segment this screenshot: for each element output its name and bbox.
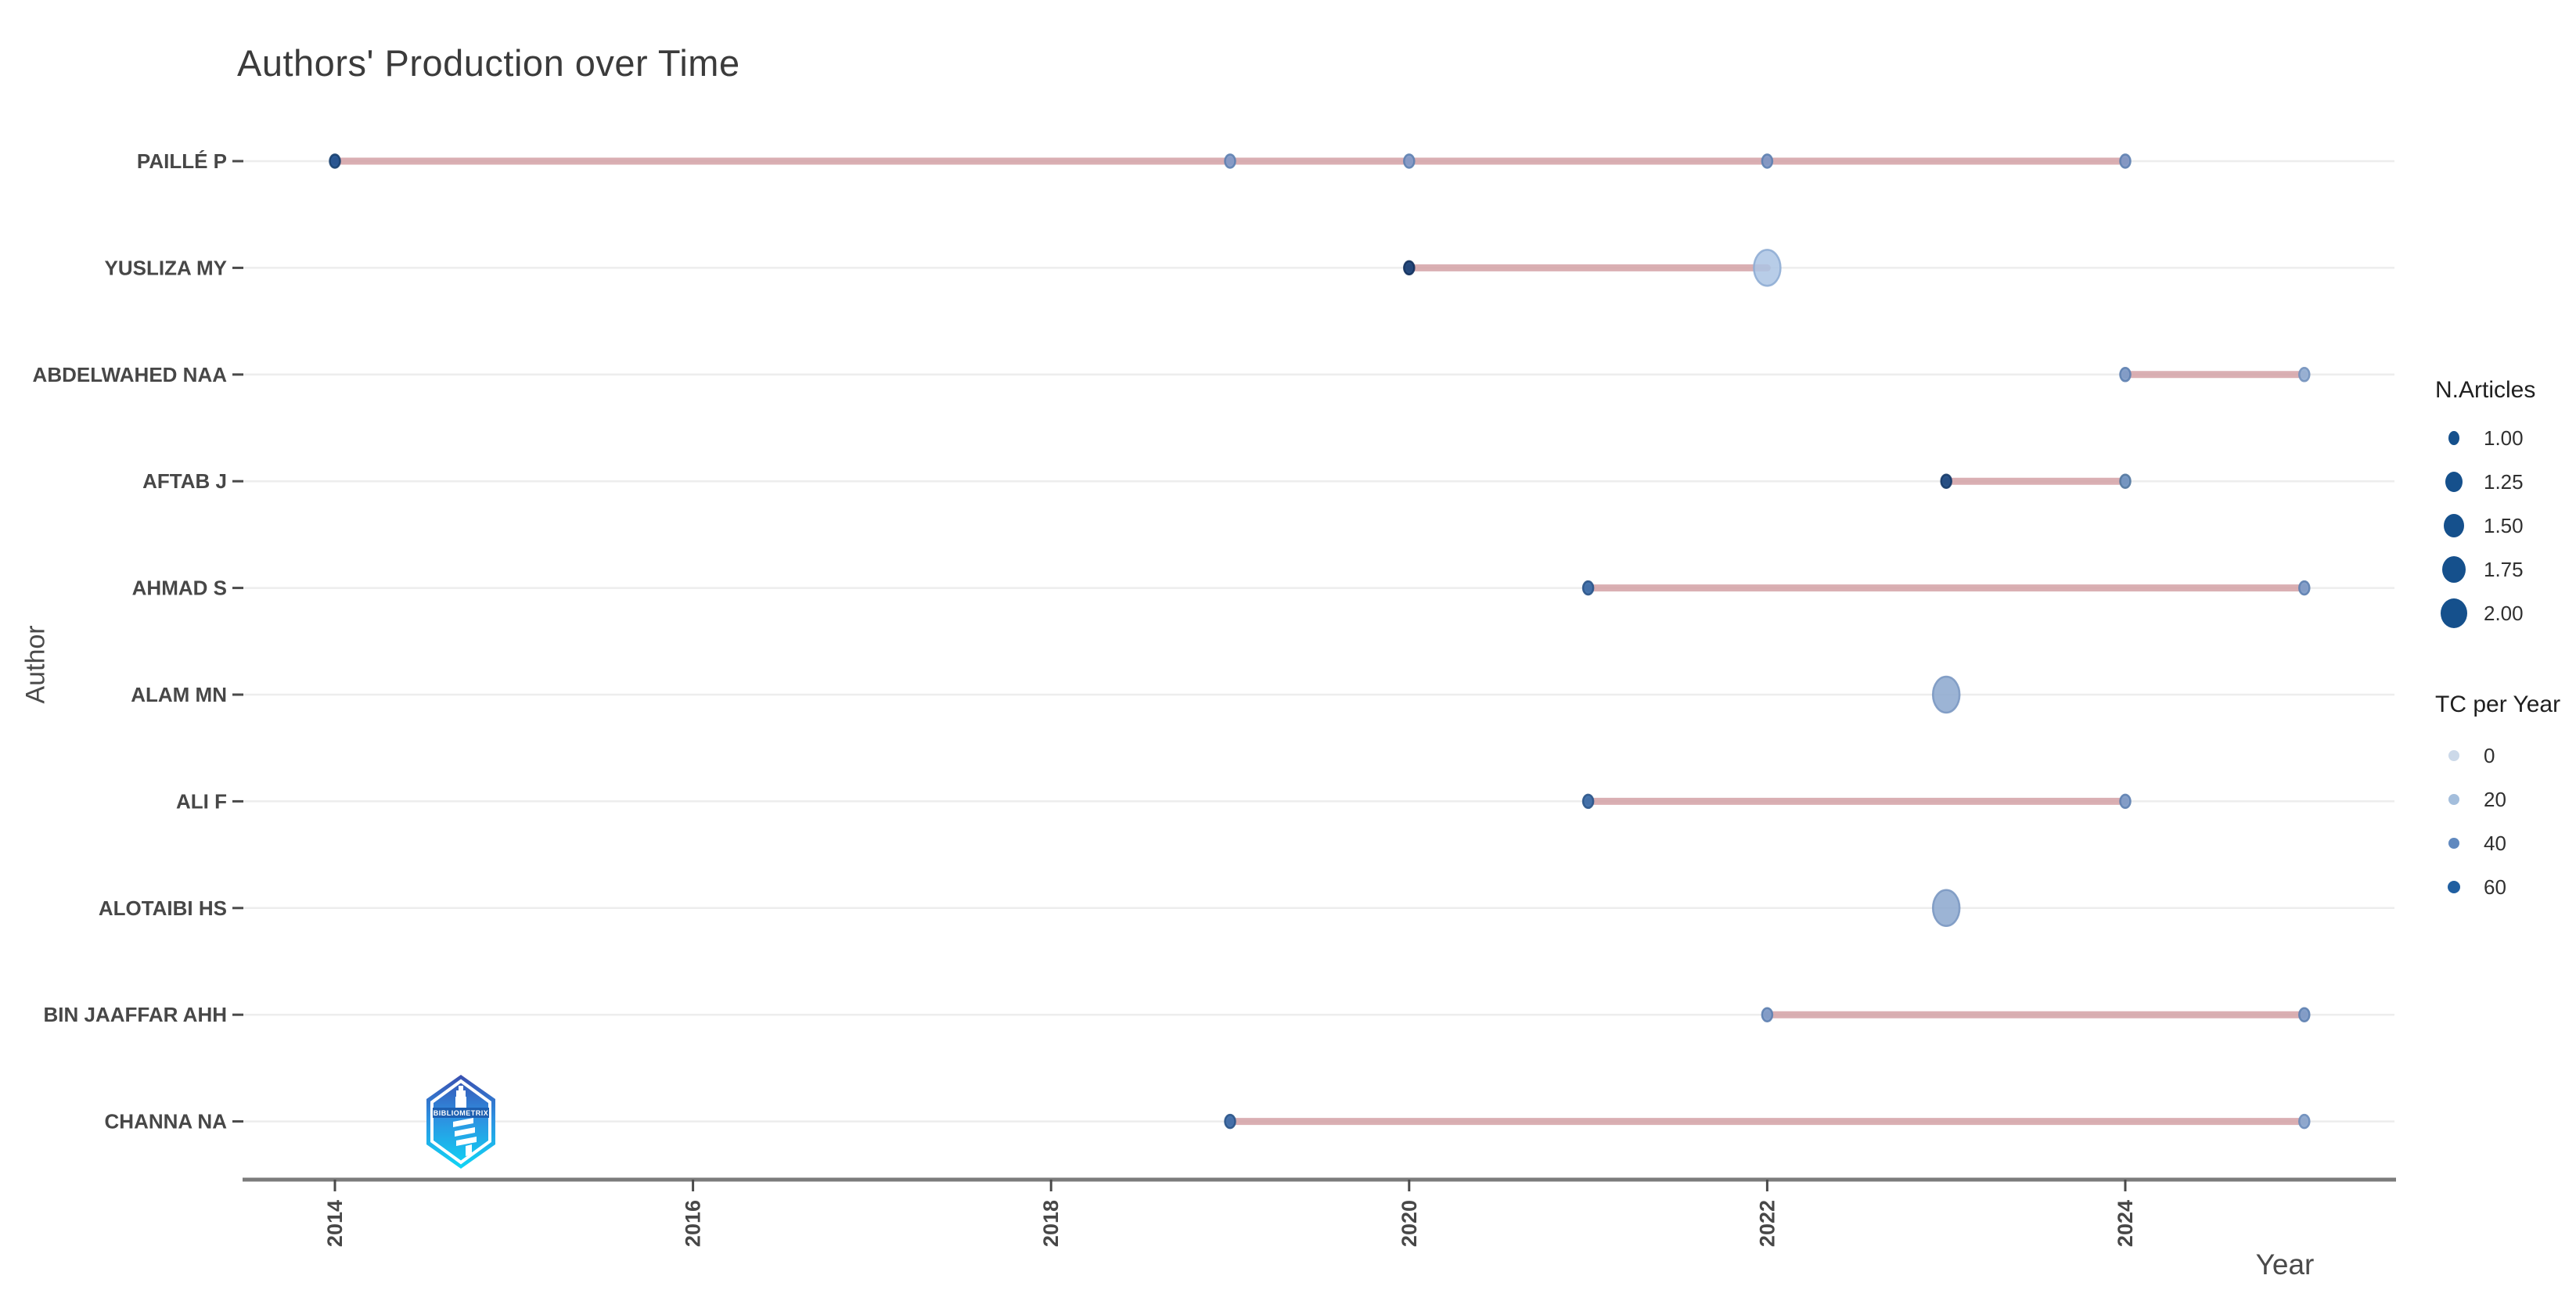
author-label: AFTAB J xyxy=(142,469,227,493)
legend-color-title: TC per Year xyxy=(2435,692,2561,717)
legend-size-label: 1.75 xyxy=(2484,558,2524,581)
author-label: ABDELWAHED NAA xyxy=(33,363,228,386)
data-point xyxy=(1761,1007,1774,1022)
data-point xyxy=(1403,260,1416,276)
data-point xyxy=(1931,889,1961,928)
logo-lighthouse-top xyxy=(456,1090,466,1097)
author-label: ALI F xyxy=(176,789,227,813)
data-point xyxy=(1403,153,1416,169)
data-point xyxy=(2119,473,2132,489)
x-tick-label: 2016 xyxy=(682,1200,705,1247)
legend-size-label: 1.50 xyxy=(2484,514,2524,537)
x-tick-label: 2018 xyxy=(1039,1200,1063,1247)
author-label: PAILLÉ P xyxy=(137,149,227,173)
legend-size-dot xyxy=(2445,472,2463,492)
legend-color-dot xyxy=(2448,838,2459,849)
logo-text: BIBLIOMETRIX xyxy=(434,1109,489,1117)
author-label: CHANNA NA xyxy=(105,1110,228,1133)
author-label: ALOTAIBI HS xyxy=(99,896,227,920)
logo-stripes xyxy=(453,1118,477,1156)
data-point xyxy=(1224,1113,1236,1130)
logo-lighthouse-body xyxy=(455,1097,466,1108)
x-tick-label: 2024 xyxy=(2114,1200,2137,1247)
legend-size-dot xyxy=(2442,556,2466,583)
data-point xyxy=(2298,580,2311,596)
legend-color-dot xyxy=(2448,794,2459,805)
legend-color-label: 60 xyxy=(2484,875,2506,899)
author-label: AHMAD S xyxy=(132,577,227,600)
legend-size-label: 2.00 xyxy=(2484,602,2524,625)
legend-size-dot xyxy=(2444,514,2464,537)
legend-color-label: 20 xyxy=(2484,788,2506,811)
legend-color-label: 0 xyxy=(2484,744,2495,767)
legend-color-dot xyxy=(2448,750,2459,761)
data-point xyxy=(1224,153,1236,169)
legend-color-dot xyxy=(2448,881,2460,893)
y-axis-label: Author xyxy=(20,625,51,704)
author-label: BIN JAAFFAR AHH xyxy=(44,1003,227,1026)
x-axis-label: Year xyxy=(2255,1248,2315,1281)
author-label: ALAM MN xyxy=(131,683,227,706)
legend-color-label: 40 xyxy=(2484,832,2506,855)
data-point xyxy=(2119,153,2132,169)
data-point xyxy=(2298,1007,2311,1022)
chart-title: Authors' Production over Time xyxy=(237,42,740,84)
legend-size-title: N.Articles xyxy=(2435,377,2536,403)
data-point xyxy=(1581,793,1595,810)
data-point xyxy=(1940,473,1952,489)
x-tick-label: 2020 xyxy=(1398,1200,1421,1247)
legend-size-label: 1.25 xyxy=(2484,470,2524,494)
x-tick-label: 2014 xyxy=(323,1200,347,1247)
data-point xyxy=(2119,793,2132,810)
data-point xyxy=(1761,153,1774,169)
logo-banner xyxy=(433,1108,489,1118)
data-point xyxy=(2119,367,2132,383)
data-point xyxy=(1931,675,1961,714)
bibliometrix-logo: BIBLIOMETRIX xyxy=(426,1075,495,1169)
data-point xyxy=(2298,1113,2311,1130)
legend-size-label: 1.00 xyxy=(2484,426,2524,450)
data-point xyxy=(1753,249,1782,287)
data-point xyxy=(2298,367,2311,383)
author-label: YUSLIZA MY xyxy=(105,256,227,279)
legend-size-dot xyxy=(2441,598,2467,628)
data-point xyxy=(1581,580,1595,596)
data-point xyxy=(329,153,341,169)
legend-size-dot xyxy=(2448,431,2459,445)
x-tick-label: 2022 xyxy=(1755,1200,1779,1247)
